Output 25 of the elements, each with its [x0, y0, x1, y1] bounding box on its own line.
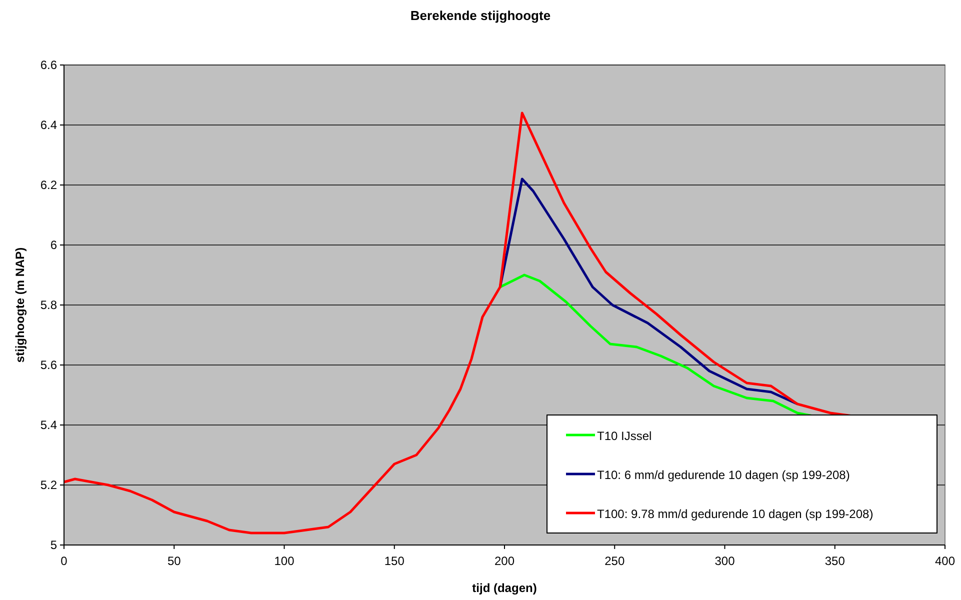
y-axis-title: stijghoogte (m NAP)	[13, 247, 27, 363]
y-tick-label: 5.4	[40, 418, 58, 432]
legend-label: T100: 9.78 mm/d gedurende 10 dagen (sp 199-208)	[597, 507, 874, 521]
chart-title: Berekende stijghoogte	[410, 8, 551, 23]
line-series	[498, 178, 799, 406]
y-tick-label: 6	[50, 238, 58, 252]
y-tick-label: 5.6	[40, 358, 58, 372]
y-tick-label: 6.6	[40, 58, 58, 72]
y-tick-label: 6.2	[40, 178, 58, 192]
legend-label: T10: 6 mm/d gedurende 10 dagen (sp 199-208)	[597, 468, 850, 482]
x-tick-label: 250	[604, 554, 625, 568]
y-tick-label: 6.4	[40, 118, 58, 132]
y-tick-label: 5	[50, 538, 58, 552]
x-tick-label: 350	[824, 554, 846, 568]
x-tick-label: 150	[384, 554, 405, 568]
y-tick-label: 5.2	[40, 478, 58, 492]
x-tick-label: 300	[714, 554, 736, 568]
x-tick-label: 100	[274, 554, 295, 568]
legend-label: T10 IJssel	[597, 429, 652, 443]
x-tick-label: 50	[167, 554, 182, 568]
y-tick-label: 5.8	[40, 298, 58, 312]
x-tick-label: 200	[494, 554, 515, 568]
x-axis-title: tijd (dagen)	[472, 581, 537, 595]
x-tick-label: 400	[934, 554, 956, 568]
x-tick-label: 0	[60, 554, 68, 568]
